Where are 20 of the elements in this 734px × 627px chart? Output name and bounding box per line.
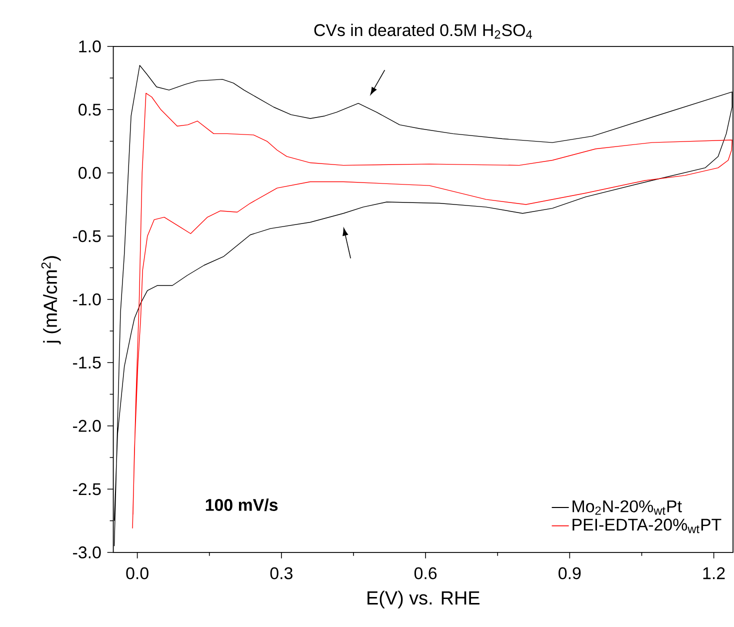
y-axis-title: j (mA/cm$^{2}$) — [41, 256, 61, 344]
y-tick-label: -1.5 — [73, 356, 101, 369]
y-tick-label: 1.0 — [79, 40, 101, 52]
y-tick-label: -0.5 — [73, 230, 101, 242]
x-axis-title: E(V) vs. RHE — [368, 590, 480, 608]
legend-label: PEI-EDTA-20%$_{wt}$PT — [572, 518, 722, 534]
y-tick-label: -1.0 — [73, 293, 101, 306]
x-tick-label: 1.2 — [703, 567, 725, 580]
y-tick-label: -2.0 — [73, 420, 101, 432]
y-tick-label: 0.0 — [78, 166, 101, 179]
y-tick-label: -3.0 — [73, 546, 101, 558]
annotation: 100 mV/s — [206, 498, 278, 512]
x-tick-label: 0.6 — [414, 567, 437, 580]
chart-title: CVs in dearated 0.5M H$_{2}$SO$_{4}$ — [314, 24, 532, 39]
legend-label: Mo$_{2}$N-20%$_{wt}$Pt — [572, 500, 682, 515]
y-tick-label: -2.5 — [73, 483, 101, 496]
x-tick-label: 0.9 — [558, 567, 581, 580]
y-tick-label: 0.5 — [78, 104, 101, 116]
x-tick-label: 0.0 — [126, 567, 148, 580]
x-tick-label: 0.3 — [270, 567, 292, 580]
